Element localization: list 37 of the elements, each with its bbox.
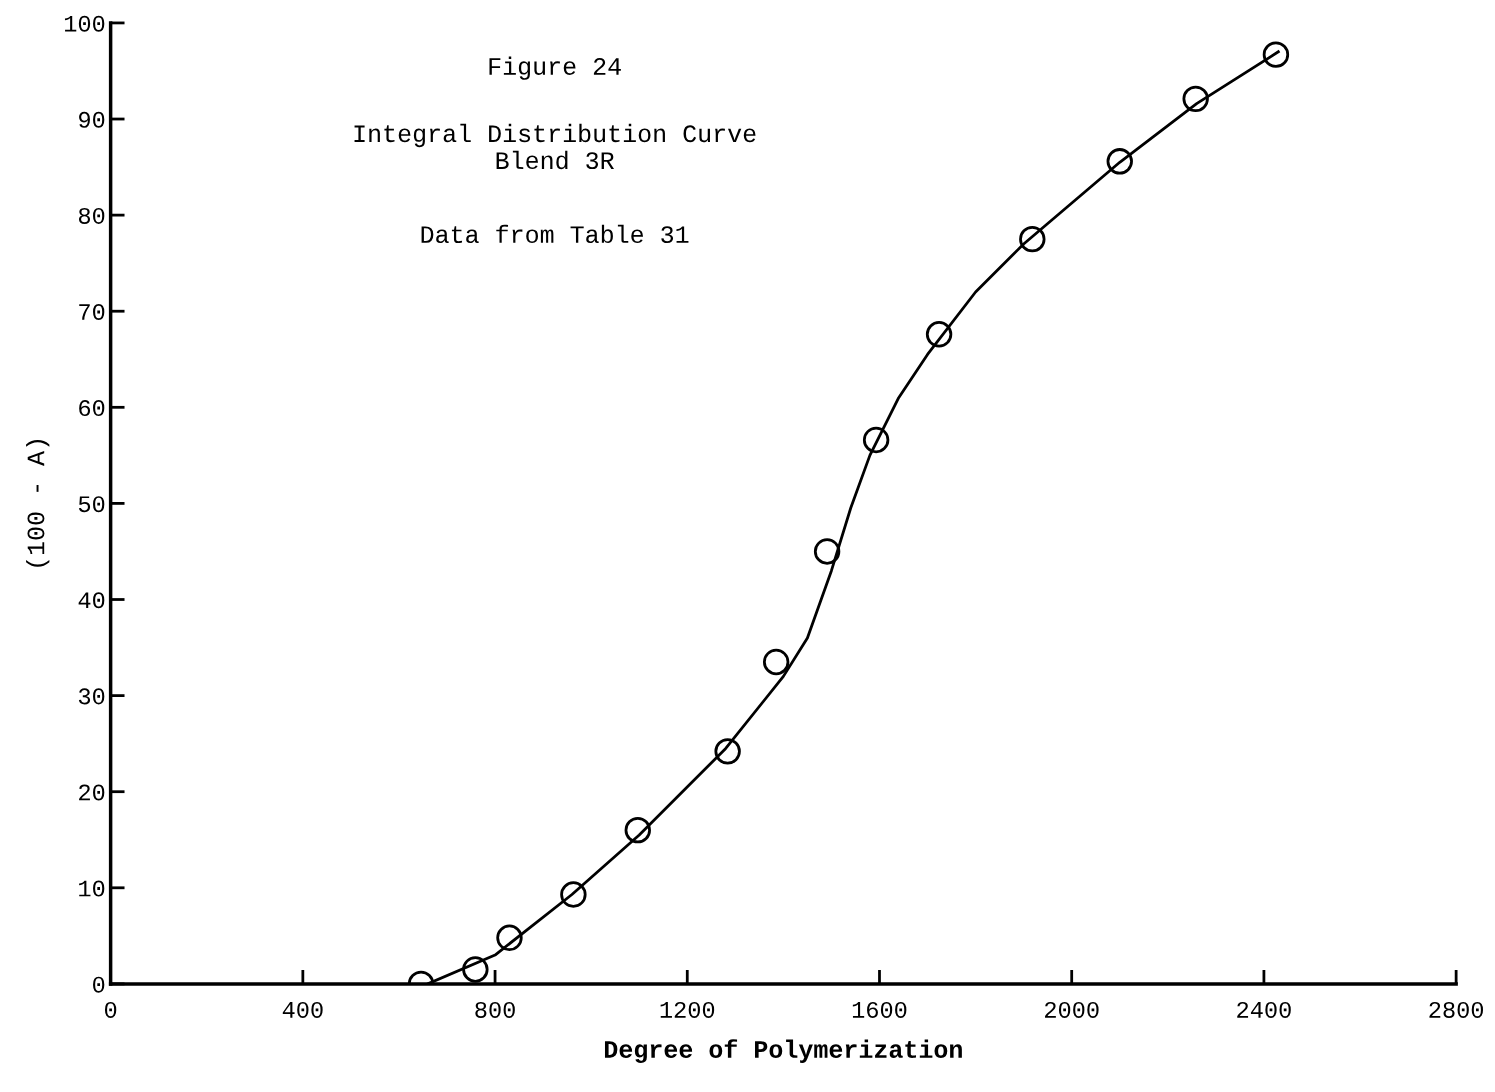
point bbox=[714, 738, 741, 765]
x-tick-label: 400 bbox=[282, 1001, 323, 1018]
point bbox=[496, 924, 523, 951]
y-tick-label: 10 bbox=[79, 880, 105, 897]
text: Integral Distribution Curve Blend 3R bbox=[354, 123, 756, 170]
point bbox=[1182, 85, 1209, 113]
point bbox=[1262, 41, 1290, 68]
point bbox=[813, 538, 841, 565]
x-tick-label: 2000 bbox=[1045, 1001, 1099, 1018]
y-axis-title: (100 - A) bbox=[26, 440, 50, 567]
point bbox=[925, 321, 953, 348]
point bbox=[1106, 148, 1133, 175]
point bbox=[624, 816, 651, 844]
point bbox=[762, 648, 790, 676]
y-tick-label: 100 bbox=[64, 15, 105, 32]
y-tick-label: 60 bbox=[79, 400, 105, 417]
y-tick-label: 0 bbox=[93, 976, 105, 993]
x-tick-label: 2800 bbox=[1429, 1001, 1484, 1018]
y-tick-label: 20 bbox=[79, 784, 105, 801]
y-tick-label: 30 bbox=[78, 688, 105, 705]
y-tick-label: 50 bbox=[78, 496, 105, 513]
y-tick-label: 70 bbox=[79, 303, 105, 321]
x-tick-label: 1600 bbox=[852, 1001, 907, 1018]
x-tick-label: 1200 bbox=[660, 1001, 715, 1018]
point bbox=[1019, 225, 1046, 253]
x-tick-label: 0 bbox=[104, 1001, 117, 1018]
point bbox=[560, 881, 587, 908]
text: Figure 24 bbox=[489, 56, 621, 80]
y-tick-label: 80 bbox=[78, 207, 105, 224]
y-tick-label: 90 bbox=[79, 111, 105, 128]
point bbox=[462, 956, 489, 983]
x-tick-label: 2400 bbox=[1237, 1001, 1291, 1018]
point bbox=[862, 426, 890, 454]
annotation: Data from Table 31 bbox=[421, 224, 689, 244]
x-axis-title: Degree of Polymerization bbox=[604, 1039, 962, 1064]
y-tick-label: 40 bbox=[78, 592, 105, 609]
x-tick-label: 800 bbox=[475, 1001, 515, 1018]
